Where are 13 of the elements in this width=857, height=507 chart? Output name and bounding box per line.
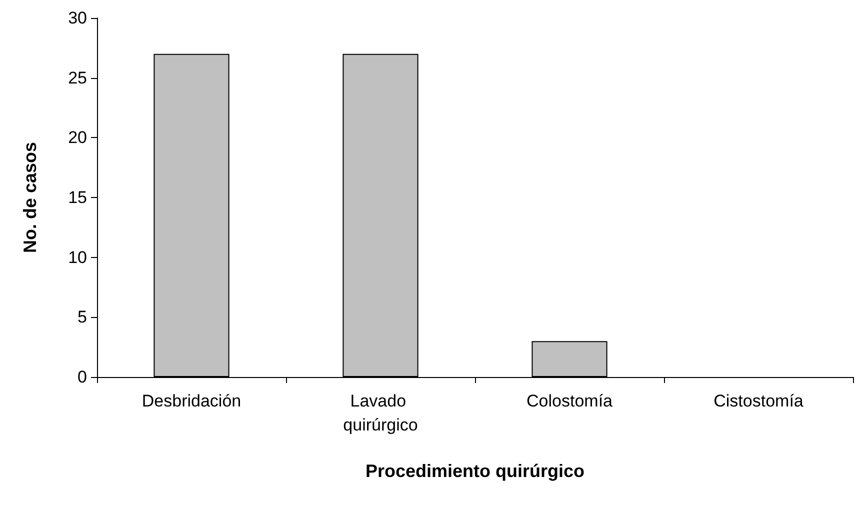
x-axis-title: Procedimiento quirúrgico [365, 461, 585, 481]
y-tick-label: 15 [68, 188, 87, 207]
x-tick-label: Desbridación [142, 392, 242, 410]
y-tick-label: 10 [68, 248, 87, 267]
y-tick-label: 30 [68, 8, 87, 28]
y-axis-title: No. de casos [20, 142, 40, 254]
x-tick-label: Colostomía [526, 392, 614, 410]
y-tick-label: 5 [78, 308, 87, 327]
y-tick-label: 0 [78, 368, 87, 386]
y-tick-label: 25 [68, 68, 87, 88]
y-tick-label: 20 [68, 128, 87, 148]
x-tick-label: Cistostomía [714, 392, 804, 410]
x-tick-label: Lavado quirúrgico [343, 392, 418, 434]
